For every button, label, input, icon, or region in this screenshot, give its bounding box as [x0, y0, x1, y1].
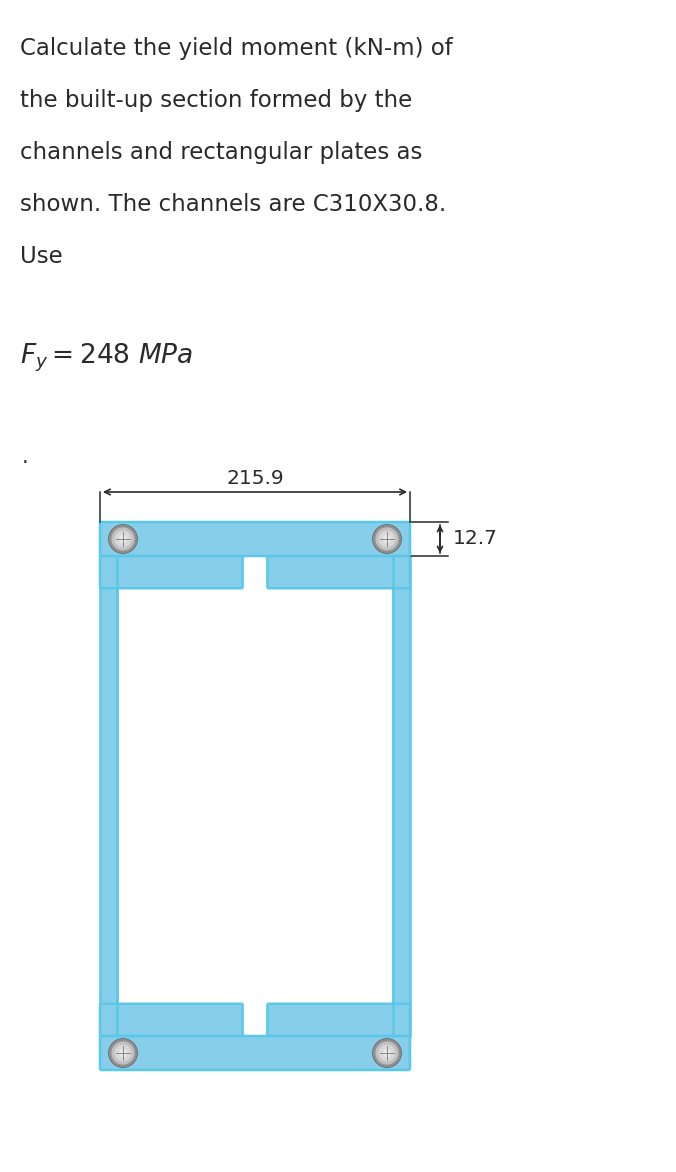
Circle shape — [112, 527, 135, 551]
FancyBboxPatch shape — [100, 556, 243, 588]
Circle shape — [372, 525, 402, 553]
Text: Use: Use — [20, 245, 63, 268]
Circle shape — [115, 531, 131, 547]
FancyBboxPatch shape — [100, 522, 410, 556]
Circle shape — [119, 534, 127, 544]
Text: channels and rectangular plates as: channels and rectangular plates as — [20, 141, 422, 164]
Circle shape — [375, 527, 399, 551]
Text: 215.9: 215.9 — [226, 469, 284, 488]
Circle shape — [383, 534, 391, 544]
Circle shape — [375, 1042, 399, 1064]
Circle shape — [379, 531, 395, 547]
Circle shape — [112, 1042, 135, 1064]
Text: the built-up section formed by the: the built-up section formed by the — [20, 89, 412, 113]
Text: shown. The channels are C310X30.8.: shown. The channels are C310X30.8. — [20, 193, 446, 216]
FancyBboxPatch shape — [268, 1003, 410, 1036]
FancyBboxPatch shape — [100, 1036, 410, 1070]
Circle shape — [109, 525, 137, 553]
Text: $F_y = 248\ MPa$: $F_y = 248\ MPa$ — [20, 342, 193, 374]
Circle shape — [109, 1038, 137, 1068]
Circle shape — [383, 1049, 391, 1057]
Text: 12.7: 12.7 — [453, 530, 498, 548]
Circle shape — [119, 1049, 127, 1057]
FancyBboxPatch shape — [268, 556, 410, 588]
Circle shape — [115, 1044, 131, 1062]
Text: Calculate the yield moment (kN-m) of: Calculate the yield moment (kN-m) of — [20, 38, 453, 60]
Text: .: . — [22, 447, 28, 466]
Bar — [100, 556, 117, 1036]
Bar — [393, 556, 410, 1036]
FancyBboxPatch shape — [100, 1003, 243, 1036]
Circle shape — [379, 1044, 395, 1062]
Circle shape — [372, 1038, 402, 1068]
